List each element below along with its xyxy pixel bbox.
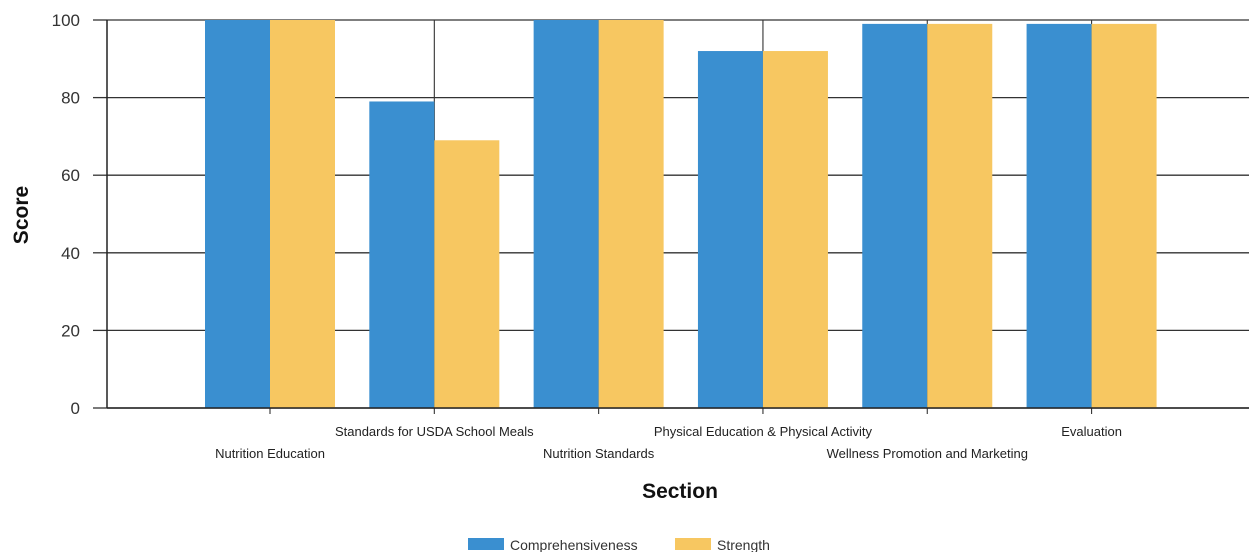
x-category-label: Wellness Promotion and Marketing — [827, 446, 1028, 461]
bar-strength-3 — [598, 20, 664, 408]
x-category-label: Nutrition Standards — [543, 446, 655, 461]
bar-comprehensiveness-4 — [697, 51, 763, 408]
x-category-label: Evaluation — [1061, 424, 1122, 439]
legend-swatch — [675, 538, 711, 550]
y-axis-title: Score — [10, 186, 33, 244]
legend: Comprehensiveness Strength — [468, 537, 770, 552]
y-tick-label: 40 — [61, 244, 80, 263]
bar-strength-2 — [434, 140, 500, 408]
bar-comprehensiveness-3 — [533, 20, 599, 408]
bar-comprehensiveness-1 — [205, 20, 270, 408]
bars — [205, 20, 1157, 408]
y-tick-labels: 0 20 40 60 80 100 — [52, 11, 80, 418]
legend-label: Strength — [717, 537, 770, 552]
legend-label: Comprehensiveness — [510, 537, 638, 552]
legend-swatch — [468, 538, 504, 550]
x-category-label: Standards for USDA School Meals — [335, 424, 534, 439]
bar-strength-4 — [762, 51, 828, 408]
legend-item: Strength — [675, 537, 770, 552]
bar-comprehensiveness-2 — [369, 101, 435, 408]
x-category-label: Nutrition Education — [215, 446, 325, 461]
y-tick-label: 0 — [71, 399, 80, 418]
x-category-label: Physical Education & Physical Activity — [654, 424, 873, 439]
x-axis-title: Section — [642, 480, 718, 503]
bar-comprehensiveness-5 — [862, 23, 928, 408]
axes — [106, 20, 1249, 409]
y-tick-label: 100 — [52, 11, 80, 30]
y-tick-label: 80 — [61, 89, 80, 108]
bar-strength-6 — [1091, 23, 1157, 408]
bar-strength-1 — [270, 20, 335, 408]
y-tick-label: 60 — [61, 166, 80, 185]
x-tick-labels: Nutrition Education Standards for USDA Sc… — [215, 424, 1122, 461]
bar-comprehensiveness-6 — [1026, 23, 1092, 408]
bar-strength-5 — [927, 23, 993, 408]
y-tick-label: 20 — [61, 321, 80, 340]
legend-item: Comprehensiveness — [468, 537, 638, 552]
